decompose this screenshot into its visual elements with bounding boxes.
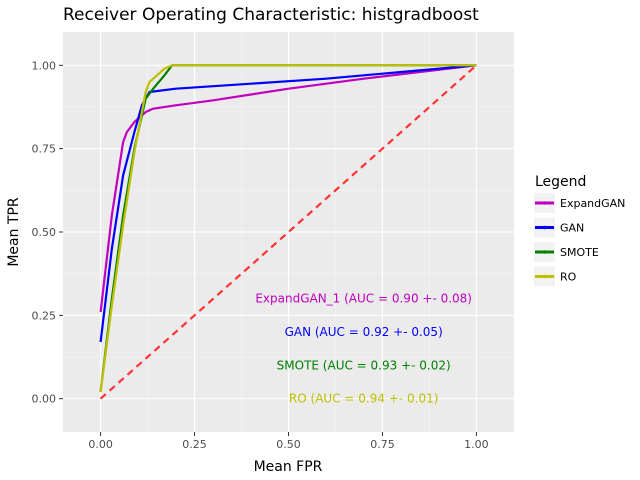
annotation-auc-expandgan-1: ExpandGAN_1 (AUC = 0.90 +- 0.08) — [255, 292, 472, 306]
annotation-auc-gan: GAN (AUC = 0.92 +- 0.05) — [285, 325, 443, 339]
x-axis-ticks: 0.00 0.25 0.50 0.75 1.00 — [88, 432, 489, 451]
series-line-expandgan — [99, 64, 477, 313]
annotations: ExpandGAN_1 (AUC = 0.90 +- 0.08) GAN (AUC… — [255, 292, 472, 406]
legend-key-marker — [542, 225, 547, 230]
y-axis-ticks: 0.00 0.25 0.50 0.75 1.00 — [32, 59, 63, 406]
annotation-auc-smote: SMOTE (AUC = 0.93 +- 0.02) — [277, 358, 451, 372]
legend-key-marker — [542, 250, 547, 254]
legend-label-ro: RO — [560, 271, 577, 284]
grid-major — [63, 32, 514, 432]
legend-label-smote: SMOTE — [560, 246, 599, 259]
legend-label-expandgan: ExpandGAN — [560, 197, 625, 210]
x-tick-label: 0.75 — [370, 438, 395, 451]
x-tick-label: 0.00 — [88, 438, 113, 451]
legend-items: ExpandGAN GAN SMOTE RO — [534, 193, 625, 287]
annotation-auc-ro: RO (AUC = 0.94 +- 0.01) — [289, 392, 438, 406]
y-tick-label: 0.00 — [32, 393, 57, 406]
legend-label-gan: GAN — [560, 222, 584, 235]
x-axis-title: Mean FPR — [254, 459, 323, 475]
x-tick-label: 0.25 — [182, 438, 207, 451]
y-tick-label: 1.00 — [32, 59, 57, 72]
y-tick-label: 0.50 — [32, 226, 57, 239]
legend-title: Legend — [535, 174, 586, 190]
y-tick-label: 0.75 — [32, 143, 57, 156]
series-line-ro — [99, 64, 477, 393]
legend-key-marker — [542, 274, 547, 279]
series-lines — [99, 64, 478, 400]
x-tick-label: 1.00 — [464, 438, 489, 451]
y-axis-title: Mean TPR — [6, 197, 22, 267]
chart-title: Receiver Operating Characteristic: histg… — [63, 5, 479, 25]
legend: Legend ExpandGAN GAN SMOTE RO — [534, 174, 625, 287]
x-tick-label: 0.50 — [276, 438, 301, 451]
y-tick-label: 0.25 — [32, 309, 57, 322]
legend-key-marker — [542, 201, 547, 205]
